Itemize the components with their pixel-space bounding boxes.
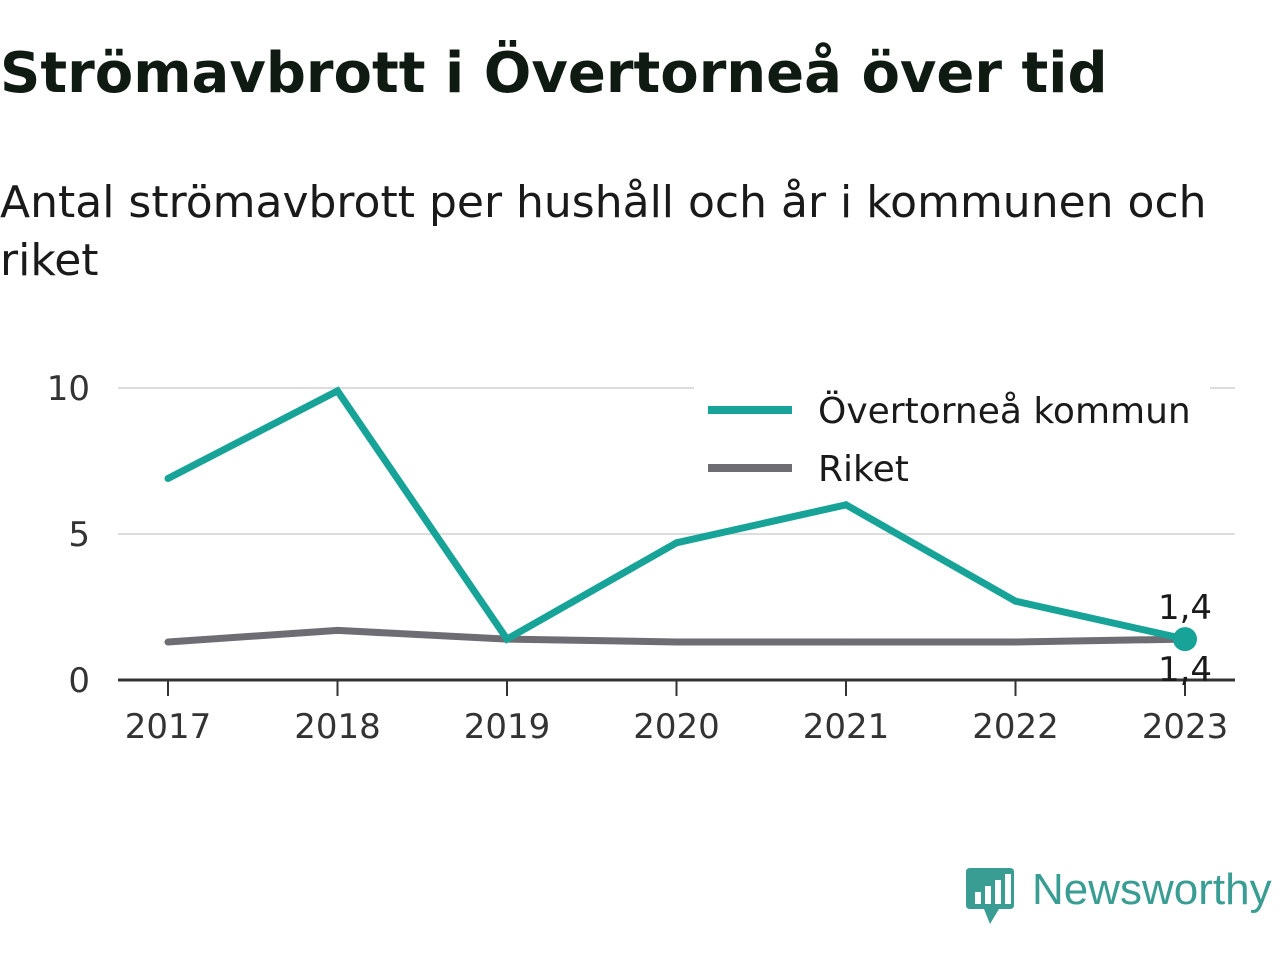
- data-point: [673, 539, 680, 547]
- x-tick-label: 2017: [125, 707, 212, 747]
- x-tick-label: 2023: [1142, 707, 1229, 747]
- data-labels: 1,4 1,4: [1158, 588, 1212, 690]
- legend-background: [694, 382, 1210, 500]
- data-label: 1,4: [1158, 650, 1212, 690]
- x-tick-label: 2019: [464, 707, 551, 747]
- legend-label: Övertorneå kommun: [818, 390, 1191, 432]
- chart-title: Strömavbrott i Övertorneå över tid: [0, 41, 1108, 106]
- data-label: 1,4: [1158, 588, 1212, 628]
- brand-logo: Newsworthy: [966, 865, 1272, 924]
- x-tick-label: 2022: [972, 707, 1059, 747]
- newsworthy-logo-icon: [966, 868, 1014, 924]
- data-point: [673, 638, 680, 646]
- data-point: [842, 638, 850, 646]
- brand-name: Newsworthy: [1032, 865, 1272, 914]
- x-tick-label: 2021: [803, 707, 890, 747]
- y-tick-label: 0: [68, 661, 90, 701]
- series: [164, 386, 1197, 652]
- end-marker: [1173, 627, 1197, 652]
- data-point: [842, 501, 850, 509]
- axes: 0 5 10 2017 2018 2019 2020 2021 2022 2023: [47, 369, 1235, 747]
- data-point: [164, 475, 172, 483]
- data-point: [334, 387, 341, 395]
- y-tick-label: 10: [47, 369, 90, 409]
- data-point: [1012, 597, 1019, 605]
- data-point: [503, 635, 511, 643]
- data-point: [1012, 638, 1019, 646]
- legend-label: Riket: [818, 449, 909, 490]
- chart-subtitle: Antal strömavbrott per hushåll och år i …: [0, 177, 1207, 286]
- legend: Övertorneå kommun Riket: [694, 382, 1210, 500]
- data-point: [334, 626, 341, 634]
- y-tick-label: 5: [68, 515, 90, 555]
- data-point: [164, 638, 172, 646]
- x-tick-label: 2018: [294, 707, 381, 747]
- x-tick-label: 2020: [633, 707, 720, 747]
